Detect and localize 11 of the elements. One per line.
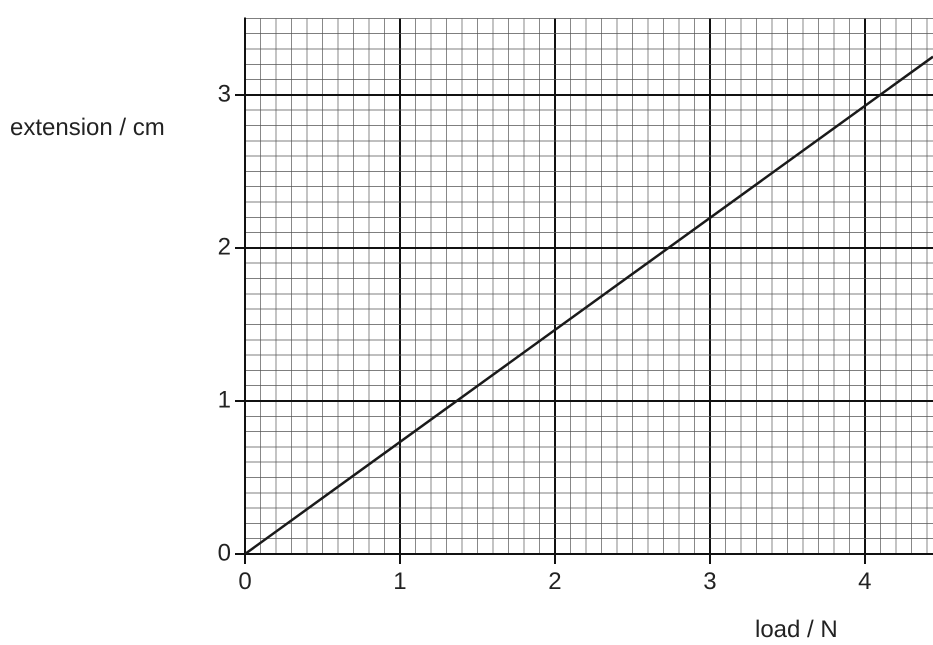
y-axis-title: extension / cm <box>10 114 165 142</box>
x-tick-label: 0 <box>238 568 252 596</box>
x-axis-title: load / N <box>755 616 838 644</box>
x-tick-label: 1 <box>393 568 407 596</box>
y-tick-label: 0 <box>218 540 231 567</box>
y-tick-label: 1 <box>218 386 231 414</box>
x-tick-label: 3 <box>703 568 717 596</box>
y-tick-label: 3 <box>218 80 231 108</box>
x-tick-label: 4 <box>858 568 872 596</box>
y-tick-label: 2 <box>218 234 231 261</box>
x-tick-label: 2 <box>548 568 562 596</box>
